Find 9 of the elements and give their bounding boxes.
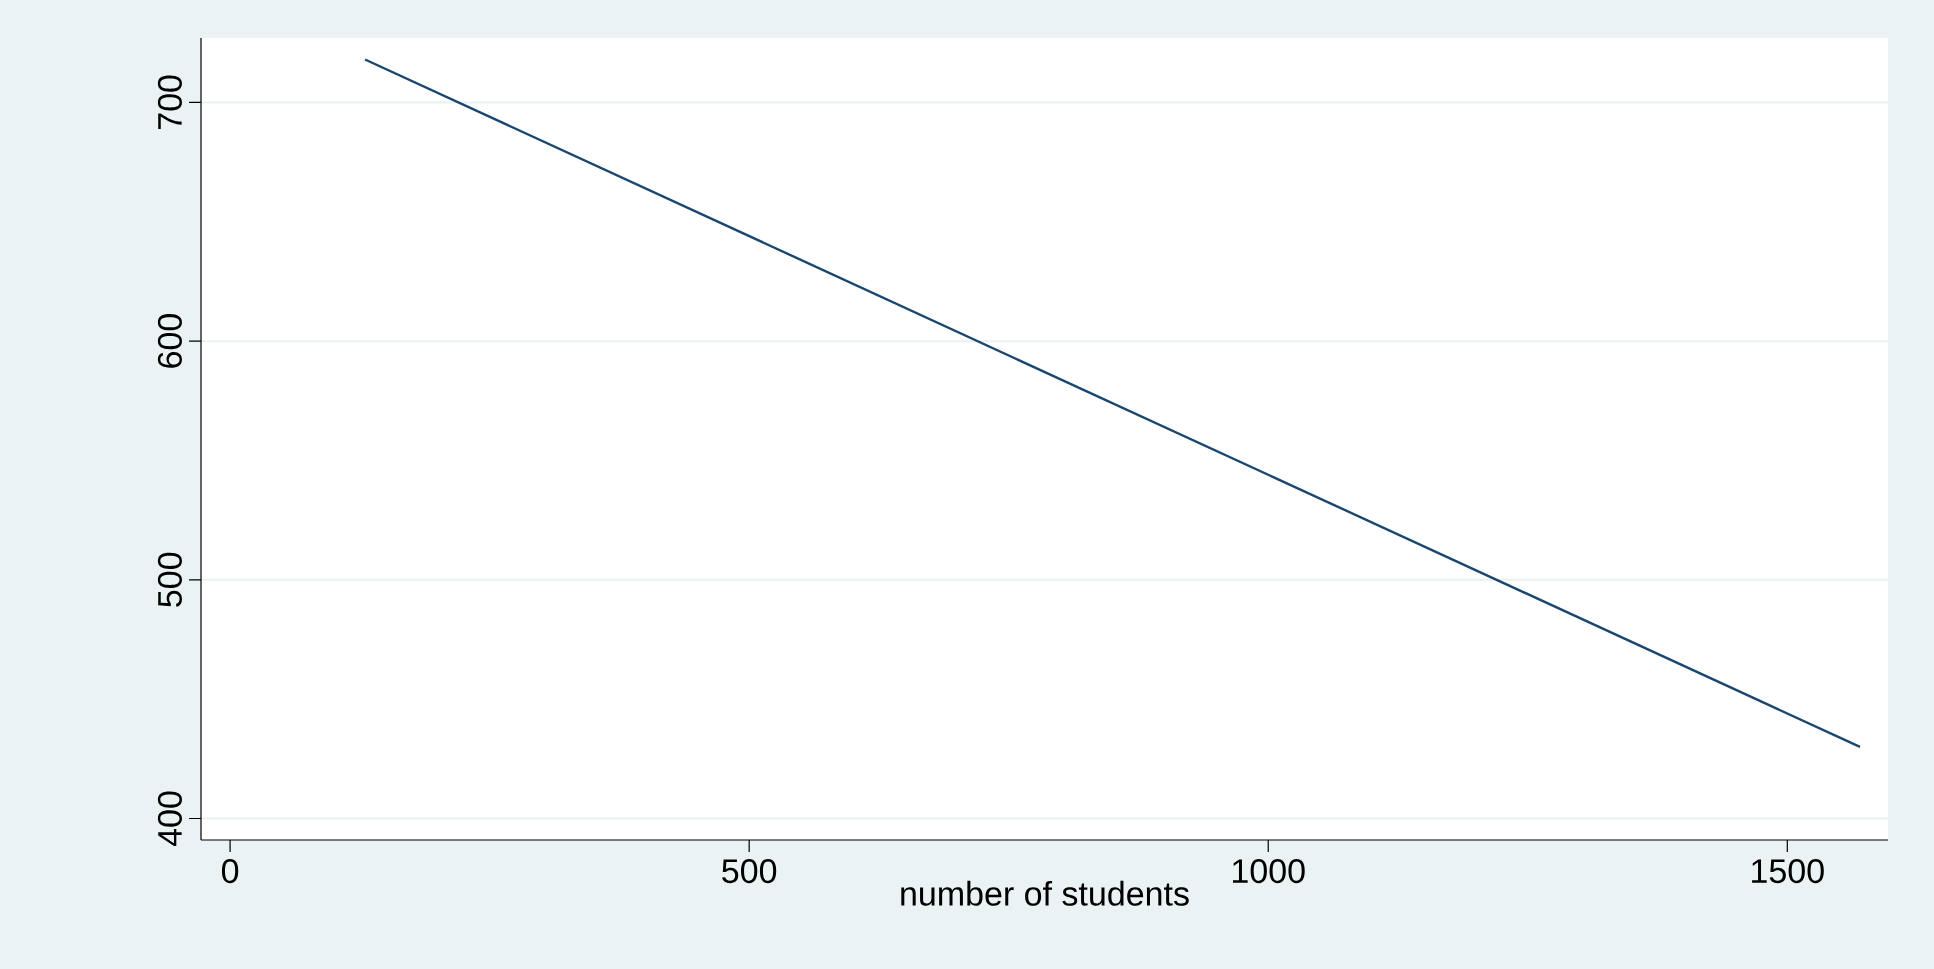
y-tick-label: 400 bbox=[157, 791, 182, 847]
y-tick-label: 700 bbox=[157, 75, 182, 130]
x-tick-label: 1000 bbox=[1233, 859, 1305, 884]
x-tick-label: 500 bbox=[722, 859, 777, 884]
x-tick-label: 0 bbox=[221, 859, 239, 884]
x-axis-title: number of students bbox=[901, 880, 1189, 906]
y-tick-label: 600 bbox=[157, 314, 182, 368]
x-tick-label: 1500 bbox=[1752, 859, 1824, 884]
y-tick-label: 500 bbox=[157, 552, 182, 607]
